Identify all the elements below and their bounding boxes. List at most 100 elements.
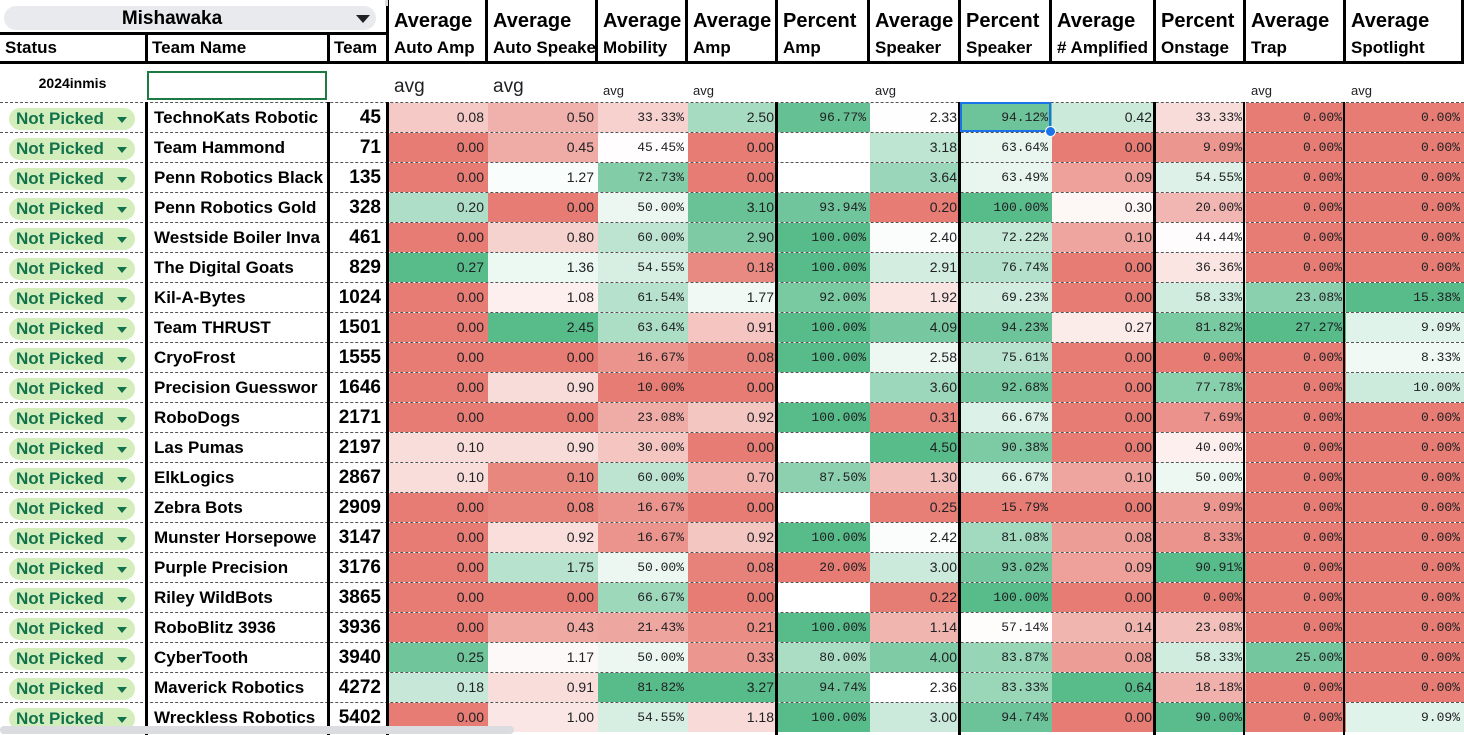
header-column[interactable]: Percent Onstage <box>1153 0 1246 63</box>
team-number-cell[interactable]: 2909 <box>338 497 381 518</box>
aggregate-cell[interactable] <box>961 64 1052 102</box>
metric-cell[interactable]: 0.00 <box>389 343 488 372</box>
metric-cell[interactable]: 0.00% <box>1246 553 1346 582</box>
metric-cell[interactable]: 54.55% <box>1156 163 1246 192</box>
aggregate-cell[interactable]: avg <box>870 64 961 102</box>
metric-cell[interactable]: 0.42 <box>1052 103 1156 132</box>
metric-cell[interactable]: 1.75 <box>488 553 598 582</box>
status-dropdown-chip[interactable]: Not Picked <box>9 468 135 490</box>
metric-cell[interactable]: 100.00% <box>778 403 870 432</box>
metric-cell[interactable]: 36.36% <box>1156 253 1246 282</box>
metric-cell[interactable]: 2.33 <box>870 103 961 132</box>
metric-cell[interactable]: 0.00 <box>688 433 778 462</box>
aggregate-cell[interactable]: avg <box>488 64 598 102</box>
metric-cell[interactable]: 0.33 <box>688 643 778 672</box>
metric-cell[interactable]: 80.00% <box>778 643 870 672</box>
metric-cell[interactable]: 1.36 <box>488 253 598 282</box>
metric-cell[interactable]: 1.27 <box>488 163 598 192</box>
team-number-cell[interactable]: 3176 <box>338 557 381 578</box>
status-dropdown-chip[interactable]: Not Picked <box>9 648 135 670</box>
metric-cell[interactable]: 0.80 <box>488 223 598 252</box>
metric-cell[interactable]: 0.00 <box>389 553 488 582</box>
team-name-cell[interactable]: Precision Guesswor <box>154 378 318 397</box>
metric-cell[interactable]: 30.00% <box>598 433 688 462</box>
metric-cell[interactable]: 3.60 <box>870 373 961 402</box>
metric-cell[interactable]: 0.09 <box>1052 163 1156 192</box>
metric-cell[interactable]: 0.00% <box>1246 673 1346 702</box>
metric-cell[interactable]: 0.00 <box>1052 703 1156 732</box>
metric-cell[interactable]: 0.00% <box>1346 643 1464 672</box>
metric-cell[interactable]: 0.14 <box>1052 613 1156 642</box>
metric-cell[interactable]: 0.10 <box>1052 223 1156 252</box>
metric-cell[interactable]: 83.33% <box>961 673 1052 702</box>
metric-cell[interactable]: 0.00 <box>1052 433 1156 462</box>
metric-cell[interactable]: 93.94% <box>778 193 870 222</box>
team-name-cell[interactable]: CyberTooth <box>154 648 249 667</box>
metric-cell[interactable]: 100.00% <box>778 253 870 282</box>
metric-cell[interactable]: 0.25 <box>389 643 488 672</box>
metric-cell[interactable]: 0.00% <box>1246 193 1346 222</box>
metric-cell[interactable]: 2.58 <box>870 343 961 372</box>
status-dropdown-chip[interactable]: Not Picked <box>9 708 135 730</box>
metric-cell[interactable]: 3.64 <box>870 163 961 192</box>
metric-cell[interactable]: 0.00% <box>1346 133 1464 162</box>
team-name-filter-cell[interactable] <box>147 71 327 100</box>
team-name-cell[interactable]: Zebra Bots <box>154 498 243 517</box>
team-number-cell[interactable]: 3940 <box>338 647 381 668</box>
metric-cell[interactable]: 0.00% <box>1246 253 1346 282</box>
metric-cell[interactable]: 0.00 <box>1052 583 1156 612</box>
metric-cell[interactable]: 0.09 <box>1052 553 1156 582</box>
metric-cell[interactable]: 0.00% <box>1156 583 1246 612</box>
metric-cell[interactable] <box>778 493 870 522</box>
metric-cell[interactable]: 0.18 <box>688 253 778 282</box>
metric-cell[interactable]: 0.00 <box>688 373 778 402</box>
metric-cell[interactable]: 81.82% <box>1156 313 1246 342</box>
metric-cell[interactable]: 0.10 <box>389 463 488 492</box>
status-dropdown-chip[interactable]: Not Picked <box>9 198 135 220</box>
team-number-cell[interactable]: 2197 <box>338 437 381 458</box>
metric-cell[interactable]: 90.38% <box>961 433 1052 462</box>
header-column[interactable]: Average Amp <box>685 0 778 63</box>
metric-cell[interactable]: 21.43% <box>598 613 688 642</box>
metric-cell[interactable]: 60.00% <box>598 223 688 252</box>
metric-cell[interactable]: 83.87% <box>961 643 1052 672</box>
metric-cell[interactable]: 92.00% <box>778 283 870 312</box>
team-name-cell[interactable]: Purple Precision <box>154 558 289 577</box>
team-number-cell[interactable]: 71 <box>359 137 381 158</box>
status-dropdown-chip[interactable]: Not Picked <box>9 528 135 550</box>
metric-cell[interactable]: 1.30 <box>870 463 961 492</box>
metric-cell[interactable]: 0.92 <box>688 523 778 552</box>
metric-cell[interactable]: 16.67% <box>598 523 688 552</box>
metric-cell[interactable]: 58.33% <box>1156 283 1246 312</box>
metric-cell[interactable]: 15.79% <box>961 493 1052 522</box>
team-name-cell[interactable]: Las Pumas <box>154 438 244 457</box>
metric-cell[interactable]: 15.38% <box>1346 283 1464 312</box>
metric-cell[interactable]: 3.00 <box>870 703 961 732</box>
team-number-cell[interactable]: 829 <box>349 257 381 278</box>
metric-cell[interactable]: 44.44% <box>1156 223 1246 252</box>
metric-cell[interactable]: 92.68% <box>961 373 1052 402</box>
team-number-cell[interactable]: 3147 <box>338 527 381 548</box>
metric-cell[interactable]: 2.42 <box>870 523 961 552</box>
header-column[interactable]: Percent Speaker <box>958 0 1052 63</box>
metric-cell[interactable]: 0.08 <box>389 103 488 132</box>
metric-cell[interactable]: 0.00% <box>1246 463 1346 492</box>
header-column[interactable]: Percent Amp <box>775 0 870 63</box>
metric-cell[interactable]: 0.00% <box>1246 163 1346 192</box>
status-dropdown-chip[interactable]: Not Picked <box>9 168 135 190</box>
metric-cell[interactable]: 0.00 <box>488 403 598 432</box>
header-status[interactable]: Status <box>5 38 57 57</box>
metric-cell[interactable]: 0.92 <box>688 403 778 432</box>
metric-cell[interactable]: 0.00 <box>389 613 488 642</box>
metric-cell[interactable]: 66.67% <box>961 463 1052 492</box>
metric-cell[interactable]: 100.00% <box>778 313 870 342</box>
team-name-cell[interactable]: Penn Robotics Gold <box>154 198 317 217</box>
metric-cell[interactable]: 0.00% <box>1346 193 1464 222</box>
metric-cell[interactable]: 0.90 <box>488 433 598 462</box>
metric-cell[interactable]: 94.23% <box>961 313 1052 342</box>
metric-cell[interactable]: 0.00% <box>1346 493 1464 522</box>
metric-cell[interactable]: 81.82% <box>598 673 688 702</box>
metric-cell[interactable]: 0.00 <box>688 583 778 612</box>
status-dropdown-chip[interactable]: Not Picked <box>9 378 135 400</box>
metric-cell[interactable]: 77.78% <box>1156 373 1246 402</box>
